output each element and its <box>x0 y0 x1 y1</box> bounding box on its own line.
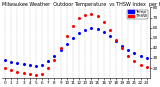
Text: Milwaukee Weather  Outdoor Temperature  vs THSW Index  per Hour  (24 Hours): Milwaukee Weather Outdoor Temperature vs… <box>2 2 160 7</box>
Legend: Temp, THSW: Temp, THSW <box>127 10 148 19</box>
